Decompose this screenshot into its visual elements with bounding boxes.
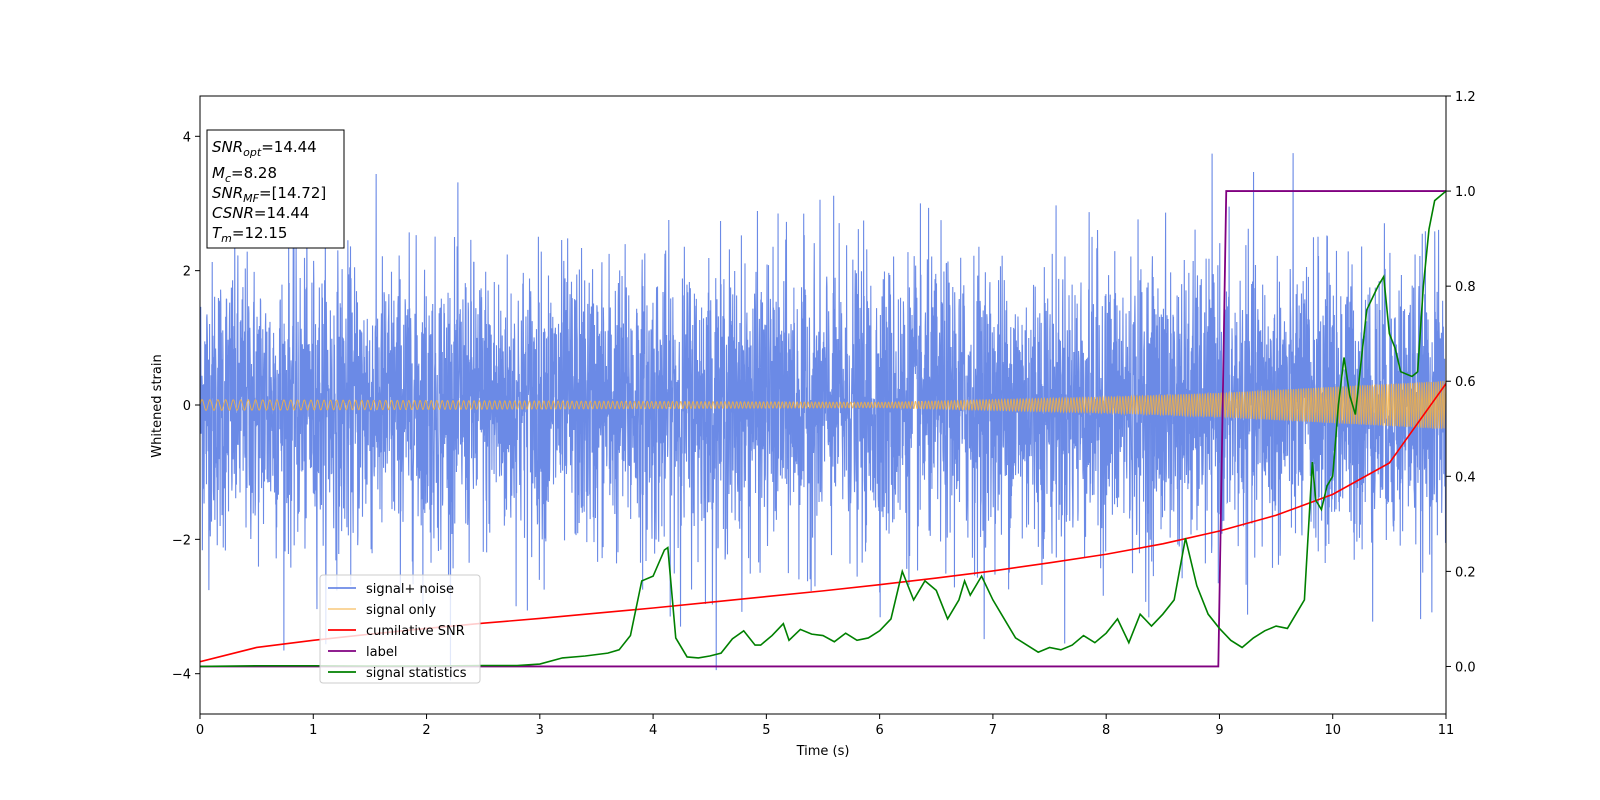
x-tick-label: 4 — [649, 723, 657, 738]
info-tm: Tm=12.15 — [212, 224, 287, 245]
info-snr-opt: SNRopt=14.44 — [212, 138, 317, 159]
legend-label: cumilative SNR — [366, 624, 465, 639]
y-axis-right-ticks: 0.0 0.2 0.4 0.6 0.8 1.0 1.2 — [1446, 90, 1476, 675]
y-left-tick-label: 2 — [183, 265, 191, 280]
series-signal-only-line — [200, 380, 1446, 430]
x-tick-label: 2 — [422, 723, 430, 738]
y-right-tick-label: 1.2 — [1455, 90, 1476, 105]
legend-label: signal+ noise — [366, 582, 454, 597]
y-left-tick-label: −4 — [172, 668, 191, 683]
legend-label: label — [366, 645, 397, 660]
y-right-tick-label: 0.4 — [1455, 470, 1476, 485]
y-right-tick-label: 0.6 — [1455, 375, 1476, 390]
y-axis-left-ticks: −4 −2 0 2 4 — [172, 130, 200, 683]
series-signal-noise-line — [200, 153, 1446, 681]
x-tick-label: 3 — [536, 723, 544, 738]
x-tick-label: 11 — [1438, 723, 1455, 738]
y-left-tick-label: 0 — [183, 399, 191, 414]
legend-frame — [319, 574, 481, 684]
info-box: SNRopt=14.44 Mc=8.28 SNRMF=[14.72] CSNR=… — [206, 129, 345, 249]
legend-label: signal only — [366, 603, 436, 618]
info-snr-mf: SNRMF=[14.72] — [212, 184, 326, 205]
x-tick-label: 1 — [309, 723, 317, 738]
y-right-tick-label: 0.0 — [1455, 660, 1476, 675]
x-axis-ticks: 0 1 2 3 4 5 6 7 8 9 10 11 — [196, 714, 1454, 738]
y-right-tick-label: 1.0 — [1455, 185, 1476, 200]
x-tick-label: 8 — [1102, 723, 1110, 738]
info-box-frame — [206, 129, 345, 249]
series-label-line — [200, 190, 1446, 668]
x-tick-label: 0 — [196, 723, 204, 738]
y-left-tick-label: −2 — [172, 533, 191, 548]
axes: 0 1 2 3 4 5 6 7 8 9 10 11 −4 −2 0 2 4 0.0 0.2 0.4 0.6 0.8 1.… — [150, 90, 1476, 759]
y-left-tick-label: 4 — [183, 130, 191, 145]
y-right-tick-label: 0.2 — [1455, 565, 1476, 580]
x-tick-label: 5 — [762, 723, 770, 738]
y-axis-left-label: Whitened strain — [150, 354, 165, 457]
series-signal-statistics-line — [200, 190, 1446, 668]
x-tick-label: 9 — [1215, 723, 1223, 738]
legend-label: signal statistics — [366, 666, 467, 681]
y-right-tick-label: 0.8 — [1455, 280, 1476, 295]
x-axis-label: Time (s) — [796, 744, 850, 759]
legend-items: signal+ noise signal only cumilative SNR la… — [328, 582, 467, 681]
x-tick-label: 6 — [875, 723, 883, 738]
x-tick-label: 7 — [989, 723, 997, 738]
info-mc: Mc=8.28 — [212, 164, 277, 185]
x-tick-label: 10 — [1324, 723, 1341, 738]
info-csnr: CSNR=14.44 — [212, 204, 309, 222]
legend: signal+ noise signal only cumilative SNR la… — [319, 574, 481, 684]
